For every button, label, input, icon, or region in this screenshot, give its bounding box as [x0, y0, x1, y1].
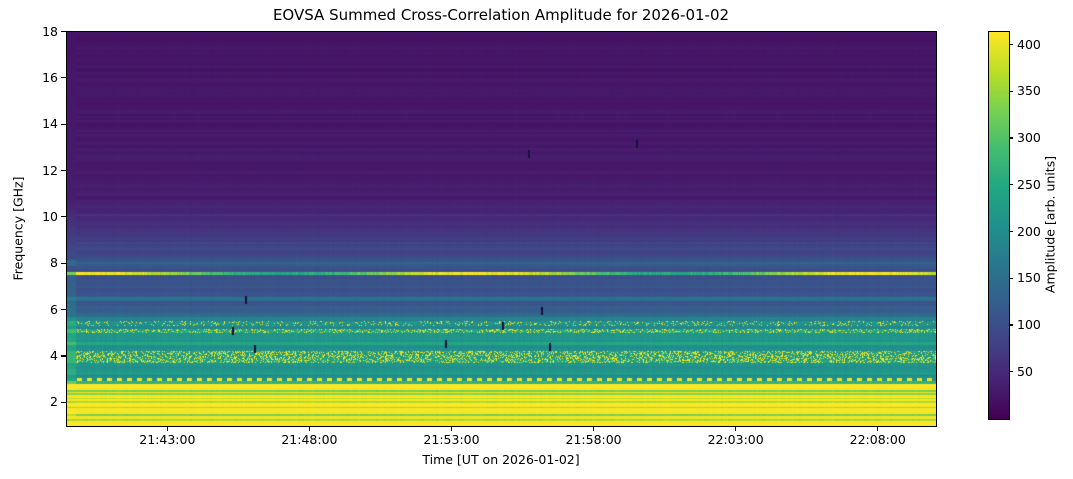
x-tick-label: 21:43:00	[139, 432, 196, 447]
colorbar-tick-label: 150	[1017, 270, 1041, 286]
y-tick-mark	[61, 401, 66, 403]
x-tick-label: 21:53:00	[423, 432, 480, 447]
colorbar-tick-mark	[1009, 137, 1013, 139]
x-tick-mark	[877, 426, 879, 431]
x-tick-mark	[166, 426, 168, 431]
colorbar-tick-label: 200	[1017, 223, 1041, 239]
chart-title: EOVSA Summed Cross-Correlation Amplitude…	[272, 6, 730, 24]
y-tick-mark	[61, 123, 66, 125]
x-axis-label: Time [UT on 2026-01-02]	[422, 452, 580, 467]
colorbar-tick-mark	[1009, 90, 1013, 92]
colorbar-label: Amplitude [arb. units]	[1042, 155, 1058, 294]
x-tick-mark	[450, 426, 453, 431]
y-tick-label: 10	[42, 208, 58, 224]
x-tick-label: 21:58:00	[565, 432, 622, 447]
colorbar-tick-label: 50	[1017, 363, 1033, 379]
y-tick-label: 4	[50, 347, 58, 363]
colorbar-tick-mark	[1009, 43, 1013, 46]
colorbar-tick-label: 300	[1017, 130, 1041, 146]
y-tick-label: 16	[42, 69, 58, 85]
spectrogram-heatmap	[67, 32, 936, 426]
y-tick-label: 6	[50, 301, 58, 317]
colorbar-tick-label: 100	[1017, 317, 1041, 333]
x-tick-mark	[308, 426, 311, 431]
colorbar-tick-mark	[1009, 324, 1013, 326]
colorbar-tick-mark	[1009, 277, 1013, 279]
x-tick-label: 22:03:00	[707, 432, 764, 447]
y-tick-label: 12	[42, 162, 58, 178]
colorbar-tick-label: 350	[1017, 83, 1041, 99]
colorbar-tick-mark	[1009, 184, 1013, 186]
x-tick-label: 22:08:00	[849, 432, 906, 447]
y-tick-mark	[61, 169, 66, 172]
y-tick-mark	[61, 77, 66, 79]
colorbar-tick-mark	[1009, 230, 1013, 233]
colorbar-tick-label: 400	[1017, 36, 1041, 52]
colorbar-tick-label: 250	[1017, 176, 1041, 192]
y-tick-mark	[61, 216, 66, 218]
y-tick-mark	[61, 262, 66, 264]
y-tick-label: 14	[42, 116, 58, 132]
y-tick-label: 2	[50, 394, 58, 410]
y-tick-mark	[61, 355, 66, 357]
y-tick-mark	[61, 309, 66, 311]
y-tick-mark	[61, 30, 66, 33]
colorbar-tick-mark	[1009, 371, 1013, 373]
x-tick-mark	[735, 426, 737, 431]
colorbar-gradient	[989, 32, 1009, 419]
x-tick-mark	[592, 426, 595, 431]
plot-area	[66, 31, 937, 427]
y-tick-label: 18	[42, 23, 58, 39]
x-tick-label: 21:48:00	[281, 432, 338, 447]
y-tick-label: 8	[50, 255, 58, 271]
colorbar	[988, 31, 1010, 420]
